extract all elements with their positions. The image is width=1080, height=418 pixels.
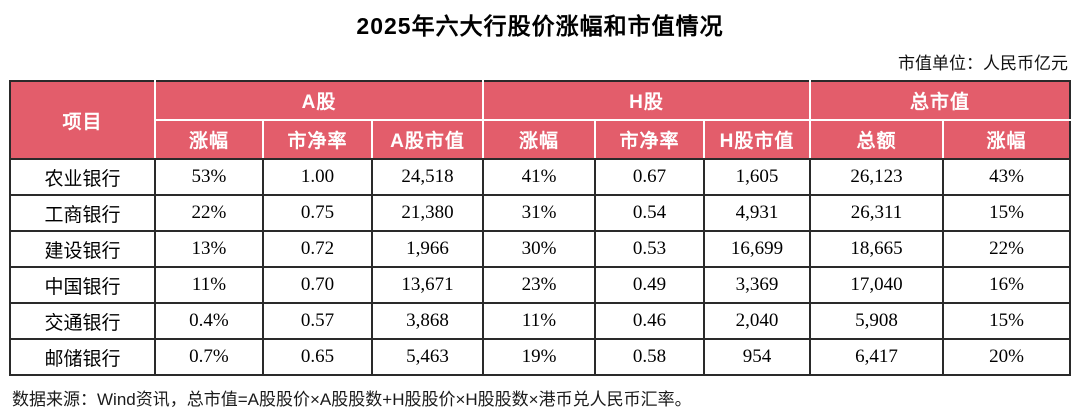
table-cell: 11% [481, 302, 596, 340]
table-cell: 11% [153, 266, 264, 304]
table-row-psbc: 邮储银行 0.7% 0.65 5,463 19% 0.58 954 6,417 … [8, 338, 1072, 376]
table-cell: 0.49 [593, 266, 705, 304]
table-cell: 1,966 [370, 230, 484, 268]
table-cell: 6,417 [809, 338, 944, 376]
column-header-h-marketcap: H股市值 [702, 119, 812, 160]
column-header-h-change: 涨幅 [481, 119, 596, 160]
table-cell: 26,311 [809, 194, 944, 232]
table-cell: 17,040 [809, 266, 944, 304]
table-body: 农业银行 53% 1.00 24,518 41% 0.67 1,605 26,1… [8, 158, 1072, 376]
bank-name-cell: 邮储银行 [8, 338, 156, 376]
column-header-item: 项目 [8, 80, 156, 160]
bank-name-cell: 交通银行 [8, 302, 156, 340]
column-group-total-marketcap: 总市值 [808, 80, 1072, 121]
column-group-h-shares: H股 [481, 80, 812, 121]
header-group-row: 项目 A股 H股 总市值 [8, 80, 1072, 160]
bank-name-cell: 农业银行 [8, 158, 156, 196]
bank-name-cell: 工商银行 [8, 194, 156, 232]
banks-table: 项目 A股 H股 总市值 涨幅 市净率 A股市值 涨幅 市净率 H股市值 总额 … [8, 80, 1072, 376]
table-cell: 43% [941, 158, 1072, 196]
column-header-h-pb: 市净率 [593, 119, 705, 160]
table-cell: 16,699 [702, 230, 812, 268]
data-source-note: 数据来源：Wind资讯，总市值=A股股价×A股股数+H股股价×H股股数×港币兑人… [12, 390, 692, 409]
table-cell: 0.57 [261, 302, 373, 340]
table-cell: 5,463 [370, 338, 484, 376]
table-cell: 1,605 [702, 158, 812, 196]
table-cell: 0.58 [593, 338, 705, 376]
unit-note: 市值单位：人民币亿元 [898, 54, 1068, 73]
table-cell: 30% [481, 230, 596, 268]
table-cell: 23% [481, 266, 596, 304]
table-row-bocom: 交通银行 0.4% 0.57 3,868 11% 0.46 2,040 5,90… [8, 302, 1072, 340]
table-cell: 4,931 [702, 194, 812, 232]
column-header-total-amount: 总额 [809, 119, 944, 160]
table-cell: 1.00 [261, 158, 373, 196]
table-cell: 13,671 [370, 266, 484, 304]
table-cell: 18,665 [809, 230, 944, 268]
table-cell: 41% [481, 158, 596, 196]
page-title: 2025年六大行股价涨幅和市值情况 [356, 13, 724, 39]
column-group-a-shares: A股 [153, 80, 484, 121]
table-header: 项目 A股 H股 总市值 涨幅 市净率 A股市值 涨幅 市净率 H股市值 总额 … [8, 80, 1072, 160]
header-sub-row: 涨幅 市净率 A股市值 涨幅 市净率 H股市值 总额 涨幅 [10, 119, 1072, 160]
column-header-a-marketcap: A股市值 [370, 119, 484, 160]
table-cell: 24,518 [370, 158, 484, 196]
bank-name-cell: 建设银行 [8, 230, 156, 268]
table-cell: 20% [941, 338, 1072, 376]
table-cell: 0.70 [261, 266, 373, 304]
table-cell: 31% [481, 194, 596, 232]
table-cell: 0.75 [261, 194, 373, 232]
table-cell: 22% [153, 194, 264, 232]
table-cell: 53% [153, 158, 264, 196]
column-header-a-pb: 市净率 [261, 119, 373, 160]
table-cell: 5,908 [809, 302, 944, 340]
table-cell: 2,040 [702, 302, 812, 340]
table-cell: 19% [481, 338, 596, 376]
table-cell: 3,369 [702, 266, 812, 304]
table-cell: 0.72 [261, 230, 373, 268]
table-cell: 22% [941, 230, 1072, 268]
table-cell: 15% [941, 302, 1072, 340]
table-row-icbc: 工商银行 22% 0.75 21,380 31% 0.54 4,931 26,3… [8, 194, 1072, 232]
table-cell: 0.53 [593, 230, 705, 268]
table-cell: 13% [153, 230, 264, 268]
table-cell: 0.65 [261, 338, 373, 376]
table-row-ccb: 建设银行 13% 0.72 1,966 30% 0.53 16,699 18,6… [8, 230, 1072, 268]
table-cell: 0.46 [593, 302, 705, 340]
table-cell: 15% [941, 194, 1072, 232]
table-cell: 16% [941, 266, 1072, 304]
table-cell: 0.54 [593, 194, 705, 232]
table-cell: 0.7% [153, 338, 264, 376]
table-cell: 954 [702, 338, 812, 376]
table-row-boc: 中国银行 11% 0.70 13,671 23% 0.49 3,369 17,0… [8, 266, 1072, 304]
table-cell: 26,123 [809, 158, 944, 196]
bank-name-cell: 中国银行 [8, 266, 156, 304]
column-header-a-change: 涨幅 [153, 119, 264, 160]
table-cell: 0.67 [593, 158, 705, 196]
table-row-abc: 农业银行 53% 1.00 24,518 41% 0.67 1,605 26,1… [8, 158, 1072, 196]
column-header-total-change: 涨幅 [941, 119, 1072, 160]
table-cell: 21,380 [370, 194, 484, 232]
table-cell: 3,868 [370, 302, 484, 340]
table-cell: 0.4% [153, 302, 264, 340]
